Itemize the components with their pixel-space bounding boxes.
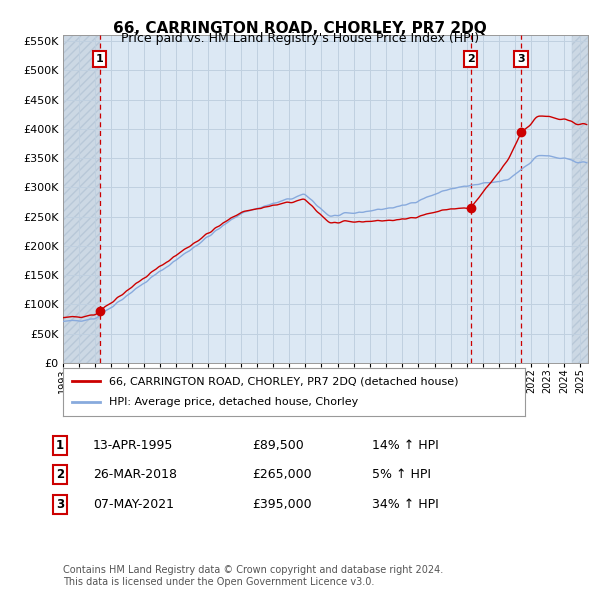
Text: £395,000: £395,000 <box>252 498 311 511</box>
Text: Contains HM Land Registry data © Crown copyright and database right 2024.
This d: Contains HM Land Registry data © Crown c… <box>63 565 443 587</box>
Bar <box>63 35 100 363</box>
Text: 5% ↑ HPI: 5% ↑ HPI <box>372 468 431 481</box>
Text: 66, CARRINGTON ROAD, CHORLEY, PR7 2DQ (detached house): 66, CARRINGTON ROAD, CHORLEY, PR7 2DQ (d… <box>109 376 459 386</box>
Bar <box>572 35 588 363</box>
Text: 1: 1 <box>96 54 104 64</box>
Text: 3: 3 <box>517 54 525 64</box>
Text: £89,500: £89,500 <box>252 439 304 452</box>
Text: 3: 3 <box>56 498 64 511</box>
Text: Price paid vs. HM Land Registry's House Price Index (HPI): Price paid vs. HM Land Registry's House … <box>121 32 479 45</box>
Text: 14% ↑ HPI: 14% ↑ HPI <box>372 439 439 452</box>
Text: 26-MAR-2018: 26-MAR-2018 <box>93 468 177 481</box>
Text: 1: 1 <box>56 439 64 452</box>
Text: 07-MAY-2021: 07-MAY-2021 <box>93 498 174 511</box>
Text: 2: 2 <box>467 54 475 64</box>
Text: HPI: Average price, detached house, Chorley: HPI: Average price, detached house, Chor… <box>109 398 358 408</box>
Text: 66, CARRINGTON ROAD, CHORLEY, PR7 2DQ: 66, CARRINGTON ROAD, CHORLEY, PR7 2DQ <box>113 21 487 35</box>
Text: £265,000: £265,000 <box>252 468 311 481</box>
Text: 2: 2 <box>56 468 64 481</box>
Text: 13-APR-1995: 13-APR-1995 <box>93 439 173 452</box>
Text: 34% ↑ HPI: 34% ↑ HPI <box>372 498 439 511</box>
